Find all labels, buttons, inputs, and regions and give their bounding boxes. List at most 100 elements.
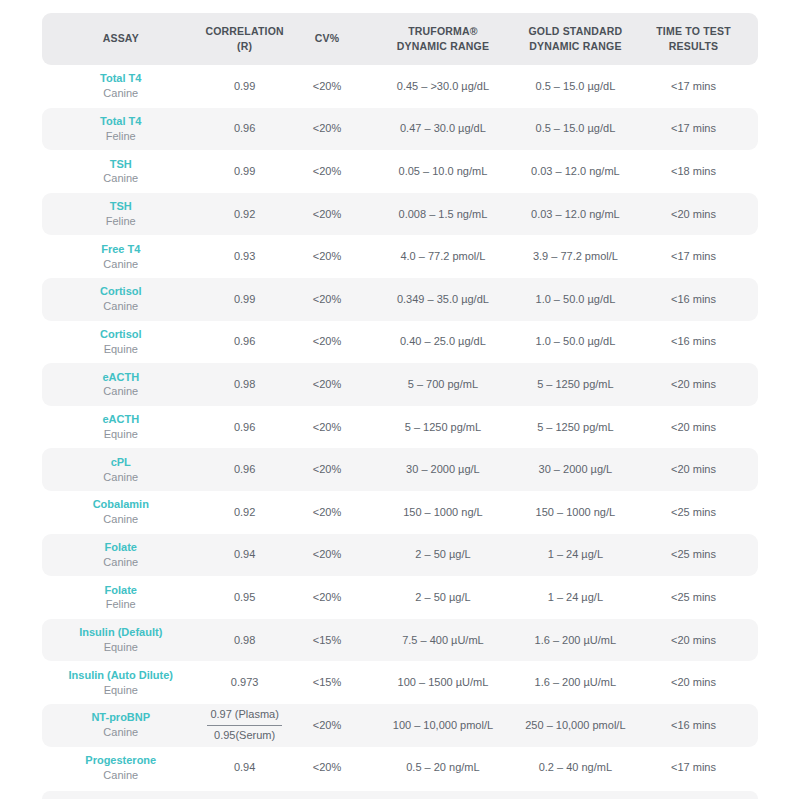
correlation-value: 0.96 [234,121,255,136]
assay-name: Cobalamin [42,497,200,512]
assay-species: Equine [42,427,200,442]
correlation-line-1: 0.98 [234,377,255,392]
correlation-cell: 0.96 [200,420,290,435]
assay-species: Canine [42,171,200,186]
gold-range-cell: 0.5 – 15.0 µg/dL [522,79,629,94]
header-cell-time-to-test: TIME TO TEST RESULTS [629,24,758,54]
correlation-value: 0.98 [234,377,255,392]
cv-cell: <20% [290,334,364,349]
correlation-cell: 0.98 [200,377,290,392]
table-body: Total T4 Canine 0.99 <20% 0.45 – >30.0 µ… [42,65,758,789]
table-header: ASSAY CORRELATION (R) CV% TRUFORMA® DYNA… [42,13,758,65]
table-row: Total T4 Canine 0.99 <20% 0.45 – >30.0 µ… [42,65,758,108]
time-cell: <25 mins [629,505,758,520]
cv-cell: <20% [290,121,364,136]
table-row: Total T4 Feline 0.96 <20% 0.47 – 30.0 µg… [42,108,758,151]
cv-cell: <20% [290,164,364,179]
time-cell: <16 mins [629,292,758,307]
assay-cell: Folate Canine [42,540,200,570]
gold-range-cell: 0.5 – 15.0 µg/dL [522,121,629,136]
correlation-cell: 0.98 [200,633,290,648]
table-row: NT-proBNP Canine 0.97 (Plasma) 0.95(Seru… [42,704,758,747]
correlation-cell: 0.97 (Plasma) 0.95(Serum) [200,707,290,743]
correlation-value: 0.93 [234,249,255,264]
assay-name: TSH [42,157,200,172]
page: ASSAY CORRELATION (R) CV% TRUFORMA® DYNA… [0,0,800,800]
assay-name: NT-proBNP [42,710,200,725]
correlation-line-1: 0.98 [234,633,255,648]
time-cell: <20 mins [629,462,758,477]
cv-cell: <20% [290,207,364,222]
truforma-range-cell: 0.008 – 1.5 ng/mL [364,207,522,222]
truforma-range-cell: 5 – 1250 pg/mL [364,420,522,435]
truforma-range-cell: 100 – 10,000 pmol/L [364,718,522,733]
correlation-cell: 0.94 [200,547,290,562]
truforma-range-cell: 4.0 – 77.2 pmol/L [364,249,522,264]
cv-cell: <20% [290,79,364,94]
gold-range-cell: 0.03 – 12.0 ng/mL [522,164,629,179]
cut-off-next-row [42,791,758,799]
assay-cell: eACTH Equine [42,412,200,442]
assay-cell: TSH Canine [42,157,200,187]
cv-cell: <15% [290,633,364,648]
time-cell: <25 mins [629,547,758,562]
table-row: Insulin (Auto Dilute) Equine 0.973 <15% … [42,661,758,704]
table-row: Cobalamin Canine 0.92 <20% 150 – 1000 ng… [42,491,758,534]
correlation-line-1: 0.99 [234,79,255,94]
header-cell-gold-range: GOLD STANDARD DYNAMIC RANGE [522,24,629,54]
truforma-range-cell: 150 – 1000 ng/L [364,505,522,520]
assay-name: Folate [42,583,200,598]
assay-species: Equine [42,683,200,698]
gold-range-cell: 5 – 1250 pg/mL [522,377,629,392]
correlation-value: 0.99 [234,292,255,307]
correlation-cell: 0.94 [200,760,290,775]
assay-cell: Cobalamin Canine [42,497,200,527]
correlation-cell: 0.92 [200,207,290,222]
assay-name: Total T4 [42,114,200,129]
truforma-range-cell: 0.40 – 25.0 µg/dL [364,334,522,349]
correlation-line-1: 0.94 [234,760,255,775]
correlation-line-1: 0.95 [234,590,255,605]
truforma-range-cell: 100 – 1500 µU/mL [364,675,522,690]
correlation-value: 0.95 [234,590,255,605]
assay-name: Cortisol [42,327,200,342]
time-cell: <20 mins [629,633,758,648]
correlation-value: 0.97 (Plasma) 0.95(Serum) [207,707,281,743]
assay-name: eACTH [42,412,200,427]
correlation-value: 0.94 [234,547,255,562]
gold-range-cell: 0.03 – 12.0 ng/mL [522,207,629,222]
assay-cell: Free T4 Canine [42,242,200,272]
assay-cell: NT-proBNP Canine [42,710,200,740]
header-cell-correlation: CORRELATION (R) [200,24,290,54]
correlation-value: 0.973 [231,675,259,690]
time-cell: <16 mins [629,718,758,733]
correlation-line-1: 0.92 [234,505,255,520]
truforma-range-cell: 0.05 – 10.0 ng/mL [364,164,522,179]
truforma-range-cell: 7.5 – 400 µU/mL [364,633,522,648]
cv-cell: <20% [290,377,364,392]
assay-cell: Total T4 Canine [42,71,200,101]
assay-name: Total T4 [42,71,200,86]
correlation-line-1: 0.96 [234,121,255,136]
correlation-cell: 0.96 [200,334,290,349]
header-cell-cv: CV% [290,31,364,46]
assay-cell: Progesterone Canine [42,753,200,783]
correlation-cell: 0.96 [200,462,290,477]
assay-name: Folate [42,540,200,555]
cv-cell: <20% [290,505,364,520]
assay-name: Progesterone [42,753,200,768]
assay-cell: Insulin (Default) Equine [42,625,200,655]
correlation-line-1: 0.94 [234,547,255,562]
header-cell-assay: ASSAY [42,31,200,46]
time-cell: <16 mins [629,334,758,349]
assay-cell: Cortisol Equine [42,327,200,357]
gold-range-cell: 1.6 – 200 µU/mL [522,675,629,690]
cv-cell: <15% [290,675,364,690]
cv-cell: <20% [290,590,364,605]
cv-cell: <20% [290,760,364,775]
assay-cell: eACTH Canine [42,370,200,400]
gold-range-cell: 0.2 – 40 ng/mL [522,760,629,775]
table-row: Folate Canine 0.94 <20% 2 – 50 µg/L 1 – … [42,534,758,577]
table-row: TSH Canine 0.99 <20% 0.05 – 10.0 ng/mL 0… [42,150,758,193]
assay-cell: cPL Canine [42,455,200,485]
